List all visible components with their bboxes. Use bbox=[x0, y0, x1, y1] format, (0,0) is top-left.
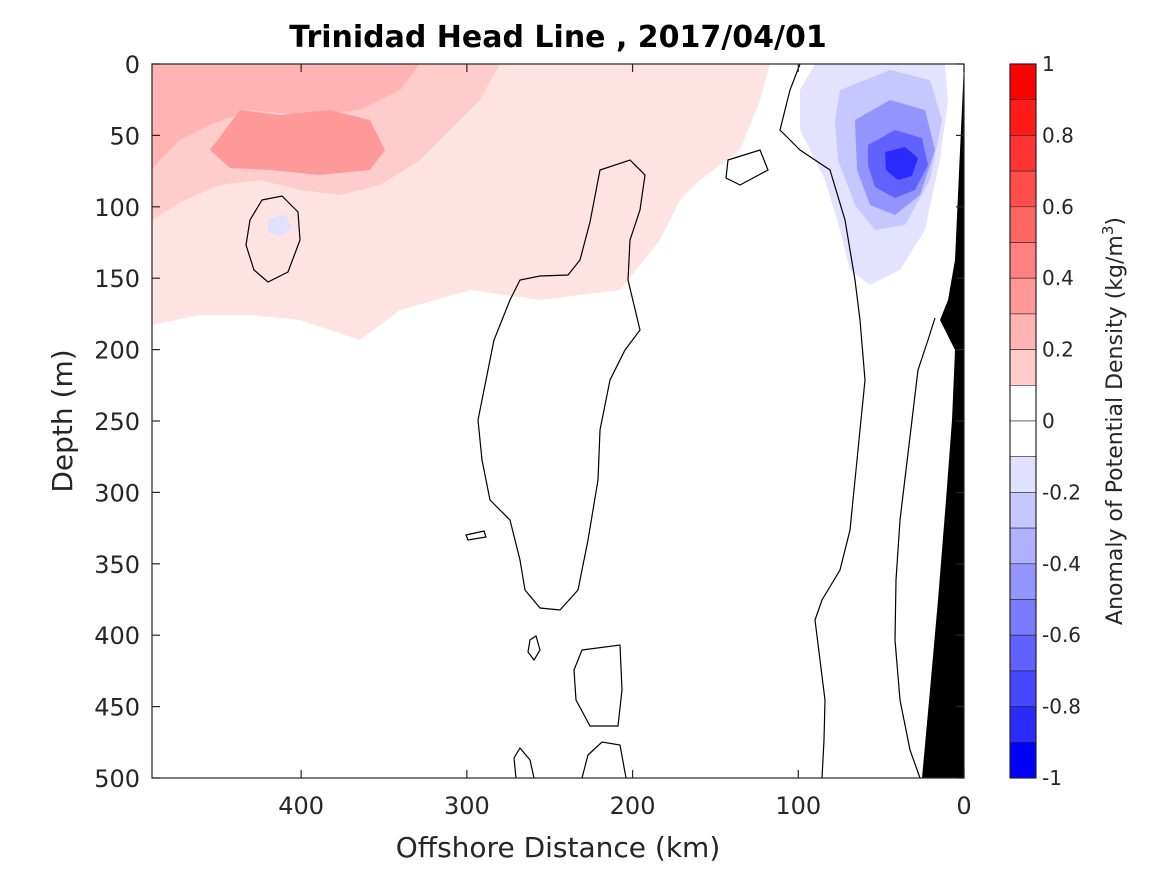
x-axis-label: Offshore Distance (km) bbox=[396, 831, 721, 864]
zero-contour-loop-offshore bbox=[245, 195, 301, 283]
colorbar-swatch bbox=[1009, 420, 1037, 458]
colorbar-tick-label: 0.4 bbox=[1042, 266, 1074, 290]
zero-contour-central-tongue bbox=[477, 159, 646, 611]
colorbar-label-superscript: 3 bbox=[1099, 226, 1117, 236]
colorbar-swatch bbox=[1009, 349, 1037, 386]
colorbar-swatch bbox=[1009, 741, 1037, 779]
colorbar-swatch bbox=[1009, 99, 1037, 136]
plot-area bbox=[151, 63, 965, 779]
colorbar-label-close: ) bbox=[1103, 217, 1128, 226]
chart-title: Trinidad Head Line , 2017/04/01 bbox=[289, 20, 826, 55]
contour-fill-pos-0-3 bbox=[152, 64, 420, 170]
colorbar-swatch bbox=[1009, 206, 1037, 243]
zero-contour-deep-blob bbox=[527, 635, 541, 662]
y-tick-label: 200 bbox=[94, 337, 140, 365]
contour-fill-neg-small bbox=[268, 214, 292, 236]
colorbar-swatch bbox=[1009, 277, 1037, 315]
colorbar-tick-label: 0.8 bbox=[1042, 123, 1074, 147]
colorbar-swatch bbox=[1009, 670, 1037, 707]
colorbar-tick-label: 0.2 bbox=[1042, 338, 1074, 362]
x-tick-label: 100 bbox=[775, 792, 821, 820]
contour-fills bbox=[152, 64, 948, 340]
colorbar-swatch bbox=[1009, 170, 1037, 208]
colorbar-tick-label: 0.6 bbox=[1042, 195, 1074, 219]
x-tick-label: 0 bbox=[956, 792, 971, 820]
y-tick-label: 150 bbox=[94, 265, 140, 293]
y-axis: 0 50 100 150 200 250 300 350 400 450 500 bbox=[94, 51, 964, 793]
zero-contours bbox=[245, 64, 936, 778]
colorbar-tick-label: -0.2 bbox=[1042, 480, 1081, 504]
x-tick-label: 300 bbox=[444, 792, 490, 820]
colorbar-swatch bbox=[1009, 634, 1037, 672]
colorbar-frame bbox=[1009, 63, 1037, 779]
y-tick-label: 0 bbox=[125, 51, 140, 79]
colorbar-tick-label: -0.6 bbox=[1042, 623, 1081, 647]
colorbar-tick-label: 1 bbox=[1042, 52, 1055, 76]
y-tick-label: 350 bbox=[94, 551, 140, 579]
zero-contour-deep-loop-2 bbox=[581, 741, 627, 778]
colorbar-swatch bbox=[1009, 63, 1037, 101]
colorbar-tick-label: 0 bbox=[1042, 409, 1055, 433]
colorbar-swatch bbox=[1009, 599, 1037, 636]
y-tick-label: 50 bbox=[109, 122, 140, 150]
y-tick-label: 450 bbox=[94, 694, 140, 722]
y-tick-label: 300 bbox=[94, 479, 140, 507]
y-tick-label: 500 bbox=[94, 765, 140, 793]
zero-contour-small-loop bbox=[725, 149, 769, 186]
contour-fill-pos-0-4 bbox=[210, 110, 385, 175]
colorbar-swatch bbox=[1009, 706, 1037, 743]
y-tick-label: 100 bbox=[94, 194, 140, 222]
zero-contour-deep-loop-1 bbox=[573, 644, 623, 727]
x-axis: 400 300 200 100 0 bbox=[278, 64, 972, 820]
colorbar-swatch bbox=[1009, 135, 1037, 172]
y-tick-label: 250 bbox=[94, 408, 140, 436]
colorbar-tick-label: -1 bbox=[1042, 766, 1062, 790]
bathymetry-seafloor bbox=[922, 64, 964, 778]
colorbar-tick-label: -0.4 bbox=[1042, 552, 1081, 576]
colorbar-tick-label: -0.8 bbox=[1042, 695, 1081, 719]
colorbar-swatch bbox=[1009, 456, 1037, 493]
colorbar-label-main: Anomaly of Potential Density (kg/m bbox=[1103, 235, 1128, 625]
zero-contour-tiny bbox=[465, 530, 487, 541]
zero-contour-nearshore bbox=[779, 64, 866, 778]
y-tick-label: 400 bbox=[94, 622, 140, 650]
colorbar: 1 0.8 0.6 0.4 0.2 0 -0.2 -0.4 -0.6 -0.8 -1 bbox=[1009, 52, 1081, 790]
colorbar-swatch bbox=[1009, 242, 1037, 279]
colorbar-swatch bbox=[1009, 527, 1037, 565]
zero-contour-slope bbox=[894, 317, 936, 778]
zero-contour-deep-loop-3 bbox=[513, 746, 535, 778]
colorbar-swatch bbox=[1009, 384, 1037, 422]
colorbar-swatch bbox=[1009, 563, 1037, 600]
x-tick-label: 400 bbox=[278, 792, 324, 820]
colorbar-swatch bbox=[1009, 492, 1037, 529]
contour-fill-neg-0-8 bbox=[885, 147, 918, 180]
colorbar-label: Anomaly of Potential Density (kg/m3) bbox=[1099, 217, 1128, 625]
x-tick-label: 200 bbox=[610, 792, 656, 820]
y-axis-label: Depth (m) bbox=[46, 349, 79, 492]
colorbar-swatch bbox=[1009, 313, 1037, 350]
